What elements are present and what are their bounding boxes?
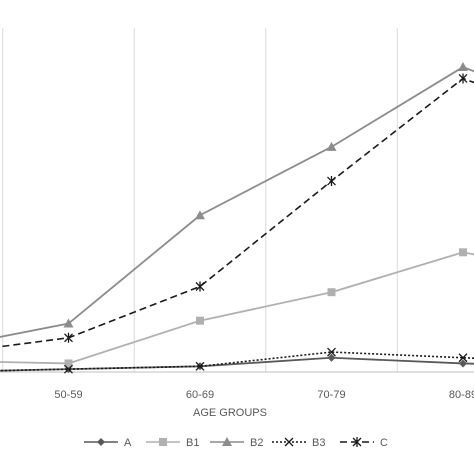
series-layer (0, 62, 474, 374)
legend-label: B1 (186, 437, 199, 449)
x-axis-title: AGE GROUPS (193, 407, 267, 419)
data-point (196, 316, 204, 325)
series-line-b3 (0, 351, 474, 372)
legend-item-b2: B2 (210, 437, 263, 449)
legend-marker (284, 437, 294, 447)
data-point (64, 332, 73, 343)
legend-marker (352, 437, 362, 447)
legend-marker (159, 438, 167, 446)
legend-item-b3: B3 (272, 437, 325, 449)
series-c (0, 73, 474, 348)
legend-item-a: A (84, 437, 132, 449)
data-point (63, 318, 74, 328)
legend-label: B3 (312, 437, 325, 449)
series-b3 (0, 347, 474, 374)
data-point (195, 361, 205, 371)
x-tick-label: 50-59 (54, 389, 82, 401)
legend-item-b1: B1 (146, 437, 199, 449)
data-point (195, 210, 205, 220)
legend-item-c: C (340, 437, 388, 449)
legend-label: C (380, 437, 388, 449)
data-point (327, 347, 336, 357)
data-point (458, 73, 468, 84)
grid (2, 28, 398, 372)
x-tick-label: 60-69 (186, 389, 214, 401)
series-line-b2 (0, 66, 474, 338)
legend-marker (97, 438, 105, 446)
series-line-c (0, 77, 474, 348)
series-line-b1 (0, 251, 474, 365)
x-tick-label: 70-79 (317, 389, 345, 401)
legend-marker (222, 437, 232, 446)
legend-label: A (124, 437, 132, 449)
legend-label: B2 (250, 437, 263, 449)
data-point (195, 281, 205, 292)
x-tick-labels: 50-59 60-69 70-79 80-89 (54, 389, 474, 401)
data-point (459, 359, 467, 368)
series-b2 (0, 62, 474, 338)
x-tick-label: 80-89 (449, 389, 474, 401)
data-point (327, 288, 336, 297)
data-point (64, 359, 73, 368)
data-point (327, 176, 336, 187)
data-point (327, 353, 336, 362)
data-point (458, 62, 468, 72)
legend: A B1 B2 B3 C (84, 437, 388, 449)
data-point (458, 353, 468, 363)
series-b1 (0, 248, 474, 368)
data-point (326, 141, 337, 151)
data-point (459, 248, 467, 257)
data-point (64, 364, 73, 374)
